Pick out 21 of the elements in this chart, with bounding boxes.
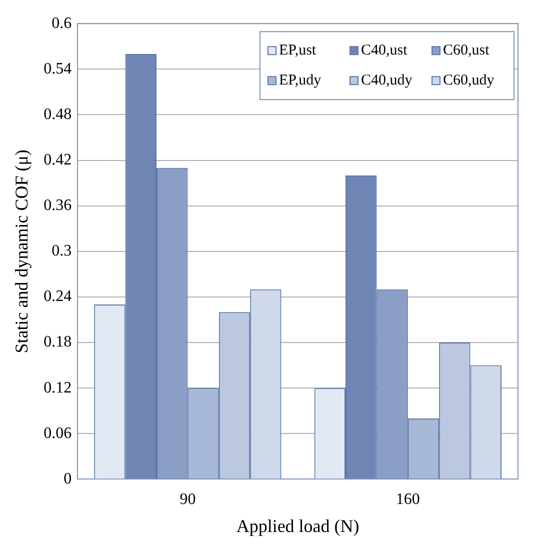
legend-label: C40,ust xyxy=(361,42,408,59)
legend-label: C40,udy xyxy=(361,72,413,89)
y-tick-label: 0.24 xyxy=(44,288,72,306)
y-tick-label: 0 xyxy=(64,470,72,488)
y-tick-label: 0.06 xyxy=(44,424,72,442)
y-tick-label: 0.54 xyxy=(44,60,72,78)
x-tick-label: 160 xyxy=(396,491,420,508)
y-tick-label: 0.42 xyxy=(44,151,72,168)
y-tick-label: 0.48 xyxy=(44,106,72,123)
y-tick-label: 0.18 xyxy=(44,334,72,351)
x-axis-title: Applied load (N) xyxy=(236,516,360,536)
x-tick-label: 90 xyxy=(180,491,196,508)
legend-label: C60,ust xyxy=(443,42,490,59)
y-tick-label: 0.3 xyxy=(52,242,72,260)
y-axis-title: Static and dynamic COF (μ) xyxy=(12,150,32,354)
y-tick-label: 0.36 xyxy=(44,197,72,214)
legend-label: C60,udy xyxy=(443,72,495,89)
y-tick-label: 0.6 xyxy=(52,14,72,32)
legend-label: EP,ust xyxy=(279,42,317,59)
y-tick-label: 0.12 xyxy=(44,379,72,396)
legend-label: EP,udy xyxy=(279,72,322,89)
